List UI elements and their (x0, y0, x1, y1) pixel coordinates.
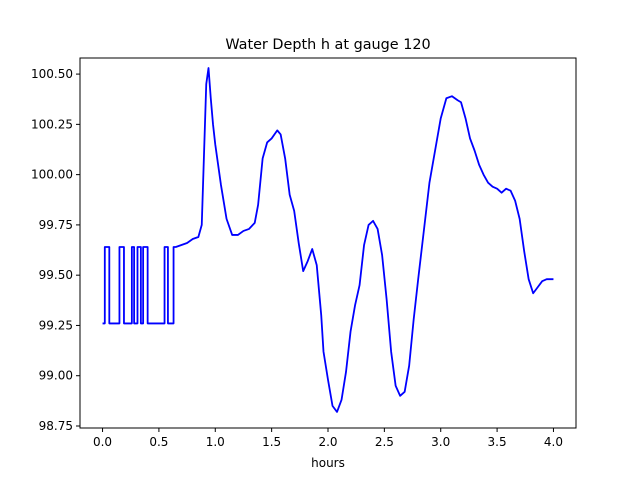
x-tick-label: 2.0 (318, 435, 337, 449)
x-tick-label: 4.0 (544, 435, 563, 449)
x-tick-label: 0.5 (149, 435, 168, 449)
y-axis: 98.75 99.00 99.25 99.50 99.75 100.00 100.25 100… (31, 67, 80, 433)
y-tick-label: 100.25 (31, 117, 73, 131)
x-tick-label: 1.5 (262, 435, 281, 449)
y-tick-label: 98.75 (39, 419, 73, 433)
y-tick-label: 100.00 (31, 168, 73, 182)
y-tick-label: 99.75 (39, 218, 73, 232)
y-tick-label: 100.50 (31, 67, 73, 81)
y-tick-label: 99.25 (39, 318, 73, 332)
chart-title: Water Depth h at gauge 120 (225, 37, 430, 53)
x-tick-label: 0.0 (93, 435, 112, 449)
x-tick-label: 2.5 (375, 435, 394, 449)
x-tick-label: 3.0 (431, 435, 450, 449)
y-tick-label: 99.50 (39, 268, 73, 282)
x-tick-label: 1.0 (206, 435, 225, 449)
x-tick-label: 3.5 (488, 435, 507, 449)
y-tick-label: 99.00 (39, 369, 73, 383)
series-line (102, 67, 554, 413)
x-axis: 0.0 0.5 1.0 1.5 2.0 2.5 3.0 3.5 4.0 (93, 428, 563, 449)
x-axis-label: hours (311, 456, 345, 470)
